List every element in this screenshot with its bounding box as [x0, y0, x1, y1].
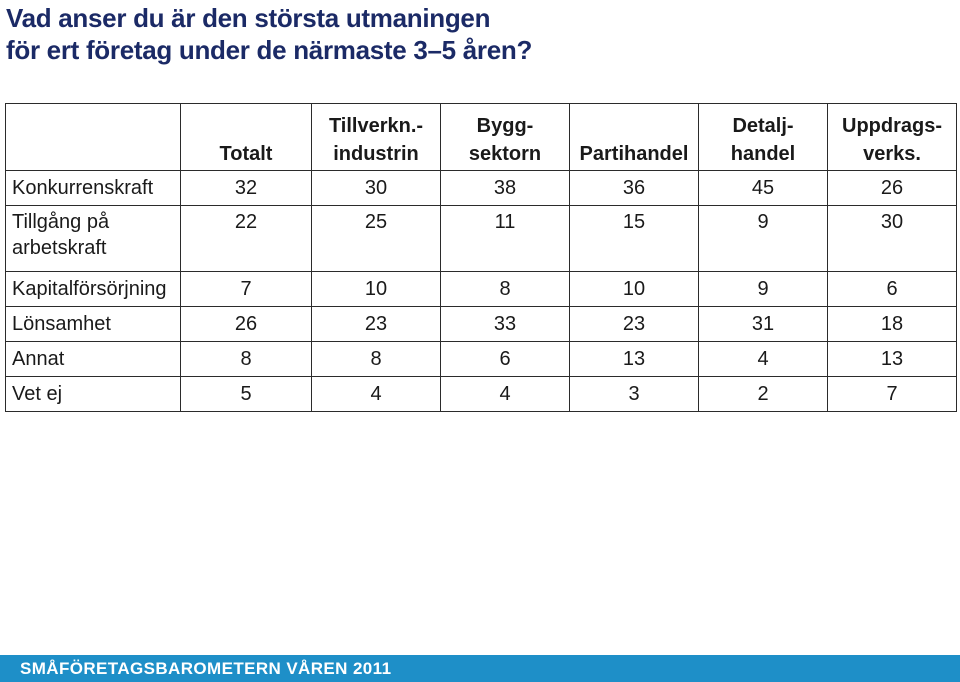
row-label-line-2: arbetskraft	[12, 237, 107, 259]
table-cell: 36	[569, 170, 699, 206]
header-uppdragsverksamhet: Uppdrags- verks.	[827, 103, 957, 171]
page-title-line-2: för ert företag under de närmaste 3–5 år…	[6, 35, 533, 65]
table-cell: 6	[440, 341, 570, 377]
table-cell: 38	[440, 170, 570, 206]
table-cell: 7	[180, 271, 312, 307]
table-cell: 6	[827, 271, 957, 307]
table-cell: 45	[698, 170, 828, 206]
header-byggsektorn: Bygg- sektorn	[440, 103, 570, 171]
table-cell: 10	[569, 271, 699, 307]
table-row: Lönsamhet 26 23 33 23 31 18	[5, 306, 957, 342]
table-cell: 4	[698, 341, 828, 377]
table-cell: 31	[698, 306, 828, 342]
table-cell: 25	[311, 205, 441, 272]
table-row: Vet ej 5 4 4 3 2 7	[5, 376, 957, 412]
table-header-row: Totalt Tillverkn.- industrin Bygg- sekto…	[5, 103, 957, 171]
table-cell: 11	[440, 205, 570, 272]
table-cell: 13	[569, 341, 699, 377]
footer-bar: SMÅFÖRETAGSBAROMETERN VÅREN 2011	[0, 655, 960, 682]
table-cell: 9	[698, 205, 828, 272]
row-label: Lönsamhet	[5, 306, 181, 342]
row-label: Annat	[5, 341, 181, 377]
footer-text: SMÅFÖRETAGSBAROMETERN VÅREN 2011	[20, 659, 392, 678]
header-totalt: Totalt	[180, 103, 312, 171]
table-cell: 26	[180, 306, 312, 342]
table-cell: 8	[180, 341, 312, 377]
table-cell: 5	[180, 376, 312, 412]
table-cell: 10	[311, 271, 441, 307]
table-row: Kapitalförsörjning 7 10 8 10 9 6	[5, 271, 957, 307]
table-cell: 26	[827, 170, 957, 206]
page-title-line-1: Vad anser du är den största utmaningen	[6, 3, 491, 33]
row-label: Kapitalförsörjning	[5, 271, 181, 307]
table-cell: 30	[827, 205, 957, 272]
table-cell: 30	[311, 170, 441, 206]
table-cell: 15	[569, 205, 699, 272]
row-label: Tillgång på arbetskraft	[5, 205, 181, 272]
table-cell: 22	[180, 205, 312, 272]
table-cell: 18	[827, 306, 957, 342]
row-label-line-1: Tillgång på	[12, 211, 110, 233]
table-cell: 33	[440, 306, 570, 342]
table-cell: 3	[569, 376, 699, 412]
table-cell: 32	[180, 170, 312, 206]
header-corner-cell	[5, 103, 181, 171]
table-cell: 9	[698, 271, 828, 307]
table-cell: 23	[311, 306, 441, 342]
survey-table: Totalt Tillverkn.- industrin Bygg- sekto…	[5, 103, 957, 412]
header-detaljhandel: Detalj- handel	[698, 103, 828, 171]
table-cell: 8	[440, 271, 570, 307]
table-row: Tillgång på arbetskraft 22 25 11 15 9 30	[5, 205, 957, 272]
table-cell: 13	[827, 341, 957, 377]
table-row: Annat 8 8 6 13 4 13	[5, 341, 957, 377]
header-tillverkningsindustrin: Tillverkn.- industrin	[311, 103, 441, 171]
table-cell: 7	[827, 376, 957, 412]
row-label: Vet ej	[5, 376, 181, 412]
page-title: Vad anser du är den största utmaningen f…	[6, 2, 532, 66]
header-partihandel: Partihandel	[569, 103, 699, 171]
table-cell: 4	[440, 376, 570, 412]
table-row: Konkurrenskraft 32 30 38 36 45 26	[5, 170, 957, 206]
table-cell: 2	[698, 376, 828, 412]
row-label: Konkurrenskraft	[5, 170, 181, 206]
table-cell: 8	[311, 341, 441, 377]
table-cell: 23	[569, 306, 699, 342]
table-cell: 4	[311, 376, 441, 412]
